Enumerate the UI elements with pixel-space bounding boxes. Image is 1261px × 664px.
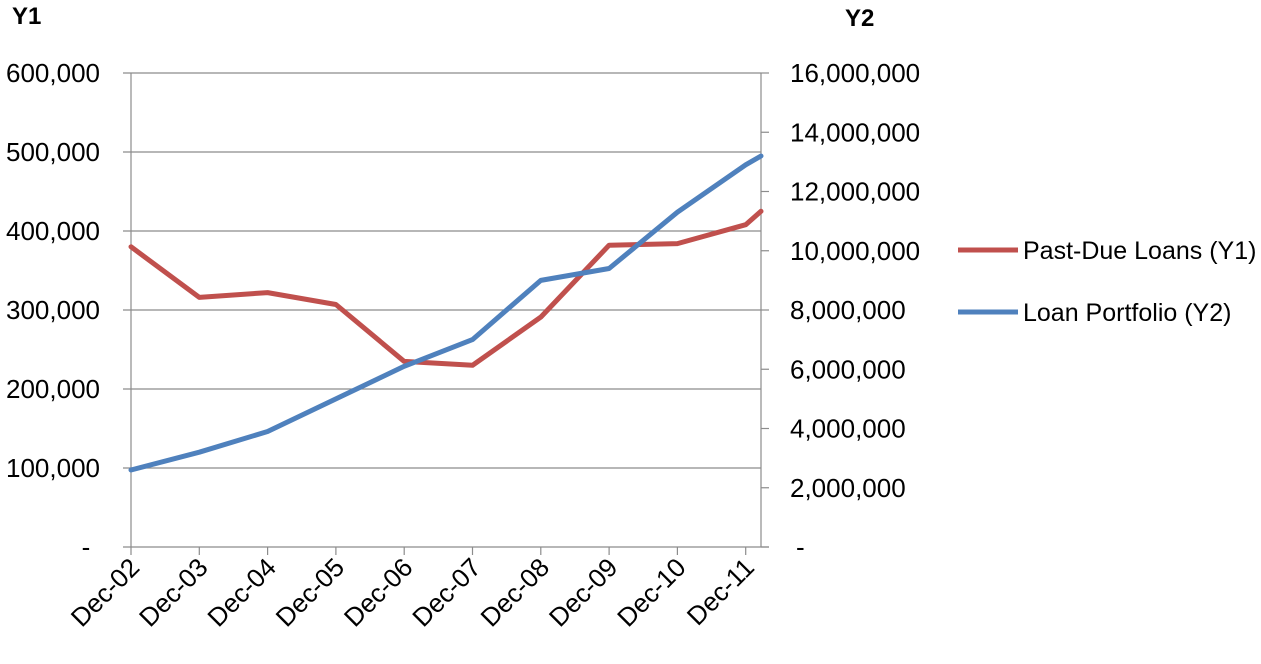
- y1-tick-label: 300,000: [6, 295, 100, 325]
- y1-tick-label: -: [82, 532, 91, 562]
- x-tick-label: Dec-08: [475, 552, 555, 632]
- y2-tick-labels: - 2,000,000 4,000,000 6,000,000 8,000,000 10,…: [790, 58, 920, 562]
- x-tick-label: Dec-05: [270, 552, 350, 632]
- x-tick-label: Dec-04: [201, 552, 281, 632]
- x-tick-label: Dec-09: [543, 552, 623, 632]
- y2-tick-label: 6,000,000: [790, 354, 906, 384]
- legend-label: Past-Due Loans (Y1): [1023, 237, 1256, 265]
- y2-tick-label: 8,000,000: [790, 295, 906, 325]
- x-tick-labels: Dec-02Dec-03Dec-04Dec-05Dec-06Dec-07Dec-…: [65, 552, 760, 632]
- x-tick-label: Dec-07: [406, 552, 486, 632]
- y1-tick-label: 600,000: [6, 58, 100, 88]
- legend: Past-Due Loans (Y1) Loan Portfolio (Y2): [958, 237, 1256, 327]
- y1-tick-label: 200,000: [6, 374, 100, 404]
- y1-tick-label: 400,000: [6, 216, 100, 246]
- y2-tick-label: 12,000,000: [790, 177, 920, 207]
- x-tick-label: Dec-11: [681, 552, 760, 631]
- x-tick-label: Dec-06: [338, 552, 418, 632]
- series-lines: [128, 153, 764, 473]
- y1-tick-labels: - 100,000 200,000 300,000 400,000 500,000 600,…: [6, 58, 100, 562]
- legend-label: Loan Portfolio (Y2): [1023, 299, 1231, 327]
- series-line-loan-portfolio: [128, 153, 764, 473]
- y1-axis-title: Y1: [12, 3, 41, 30]
- x-tick-label: Dec-10: [611, 552, 691, 632]
- x-tick-label: Dec-02: [65, 552, 145, 632]
- y2-tick-label: 4,000,000: [790, 414, 906, 444]
- y2-tick-label: 2,000,000: [790, 473, 906, 503]
- y1-tick-label: 500,000: [6, 137, 100, 167]
- y2-tick-label: 14,000,000: [790, 117, 920, 147]
- y2-axis-title: Y2: [845, 5, 874, 32]
- gridlines: [123, 72, 761, 469]
- x-tick-label: Dec-03: [133, 552, 213, 632]
- series-line-past-due-loans: [128, 208, 764, 368]
- y2-tick-label: 16,000,000: [790, 58, 920, 88]
- y1-tick-label: 100,000: [6, 453, 100, 483]
- y2-tick-label: 10,000,000: [790, 236, 920, 266]
- axes: [123, 72, 769, 555]
- y2-tick-label: -: [796, 532, 805, 562]
